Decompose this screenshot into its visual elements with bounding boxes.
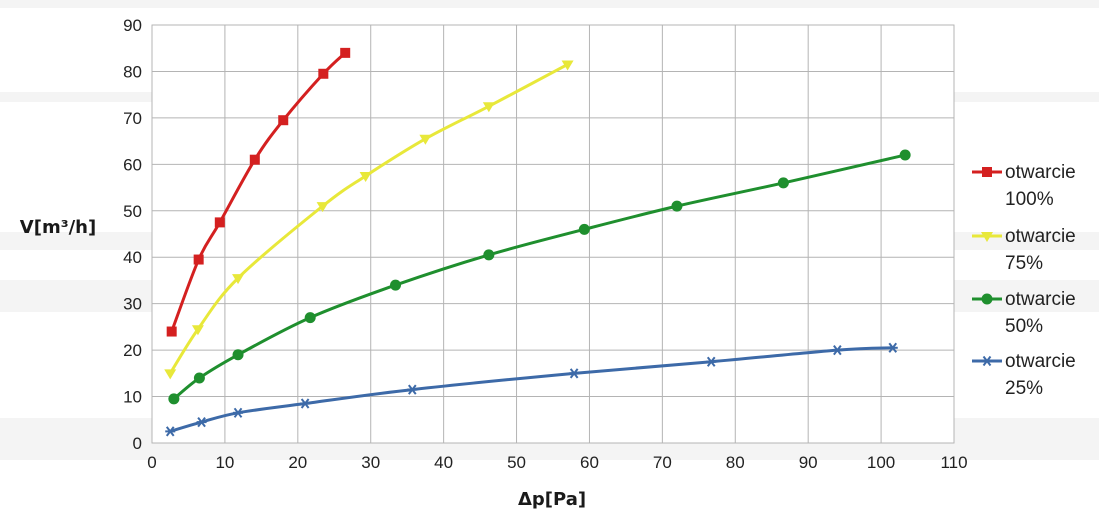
data-point (483, 249, 495, 261)
data-point (671, 200, 683, 212)
x-tick-label: 100 (867, 453, 895, 472)
data-point (578, 223, 590, 235)
data-point (390, 279, 402, 291)
x-axis-title: Δp[Pa] (518, 489, 586, 510)
data-point (899, 149, 911, 161)
y-tick-label: 90 (123, 16, 142, 35)
y-tick-label: 60 (123, 155, 142, 174)
x-tick-label: 80 (726, 453, 745, 472)
series-75-pct (164, 60, 574, 380)
data-point (164, 369, 177, 380)
data-point (777, 177, 789, 189)
data-point (359, 171, 372, 182)
legend-label: 50% (1005, 316, 1043, 337)
legend-label: 75% (1005, 253, 1043, 274)
data-point (561, 60, 574, 71)
data-point (232, 274, 245, 285)
x-tick-label: 30 (361, 453, 380, 472)
legend-label: otwarcie (1005, 226, 1076, 247)
data-point (340, 47, 351, 58)
data-point (278, 115, 289, 126)
data-point (249, 154, 260, 165)
legend-item: otwarcie 75% (972, 226, 1076, 274)
series-25-pct (165, 342, 898, 437)
data-point (196, 416, 207, 428)
legend-swatch-marker (982, 167, 992, 177)
legend-label: otwarcie (1005, 289, 1076, 310)
legend-label: otwarcie (1005, 162, 1076, 183)
data-point (316, 202, 329, 213)
x-tick-labels: 0 10 20 30 40 50 60 70 80 90 100 110 (147, 453, 967, 472)
data-point (407, 384, 418, 395)
data-point (168, 393, 180, 405)
x-tick-label: 90 (799, 453, 818, 472)
y-tick-label: 50 (123, 202, 142, 221)
plot-area (151, 24, 955, 444)
background-band (0, 0, 1099, 8)
x-tick-label: 40 (434, 453, 453, 472)
data-point (706, 356, 717, 367)
data-point (482, 102, 495, 113)
series-line (168, 346, 895, 433)
legend-swatch-marker (981, 293, 993, 305)
data-point (300, 398, 311, 409)
y-tick-label: 10 (123, 388, 142, 407)
legend-label: 100% (1005, 189, 1054, 210)
y-axis-title: V[m³/h] (20, 217, 96, 238)
x-tick-label: 70 (653, 453, 672, 472)
y-tick-label: 20 (123, 341, 142, 360)
legend-item: otwarcie 100% (972, 162, 1076, 210)
legend: otwarcie100%otwarcie75%otwarcie50%otwarc… (972, 162, 1076, 399)
data-point (191, 325, 204, 336)
data-point (233, 407, 244, 418)
data-point (887, 342, 898, 353)
legend-swatch-marker (981, 232, 993, 242)
x-tick-label: 50 (507, 453, 526, 472)
data-point (214, 217, 225, 228)
data-point (304, 312, 316, 324)
legend-label: 25% (1005, 378, 1043, 399)
y-tick-label: 70 (123, 109, 142, 128)
series-100-pct (166, 47, 351, 337)
data-point (232, 349, 244, 361)
y-tick-label: 30 (123, 295, 142, 314)
x-tick-label: 60 (580, 453, 599, 472)
data-point (569, 368, 580, 379)
data-point (419, 134, 432, 145)
x-tick-label: 20 (288, 453, 307, 472)
legend-label: otwarcie (1005, 351, 1076, 372)
series-line (172, 153, 907, 401)
legend-swatch-marker (982, 355, 992, 367)
plot-background (151, 24, 955, 444)
series-layer (164, 47, 911, 437)
x-tick-label: 10 (215, 453, 234, 472)
x-tick-label: 0 (147, 453, 156, 472)
y-tick-label: 0 (133, 434, 142, 453)
y-tick-labels: 0 10 20 30 40 50 60 70 80 90 (123, 16, 142, 453)
y-tick-label: 80 (123, 62, 142, 81)
x-tick-label: 110 (940, 453, 967, 472)
data-point (832, 344, 843, 356)
y-tick-label: 40 (123, 248, 142, 267)
data-point (193, 254, 204, 265)
data-point (318, 68, 329, 79)
data-point (165, 426, 176, 437)
data-point (166, 326, 177, 337)
data-point (193, 372, 205, 384)
legend-item: otwarcie 25% (972, 351, 1076, 399)
series-50-pct (168, 149, 911, 405)
legend-item: otwarcie 50% (972, 289, 1076, 337)
